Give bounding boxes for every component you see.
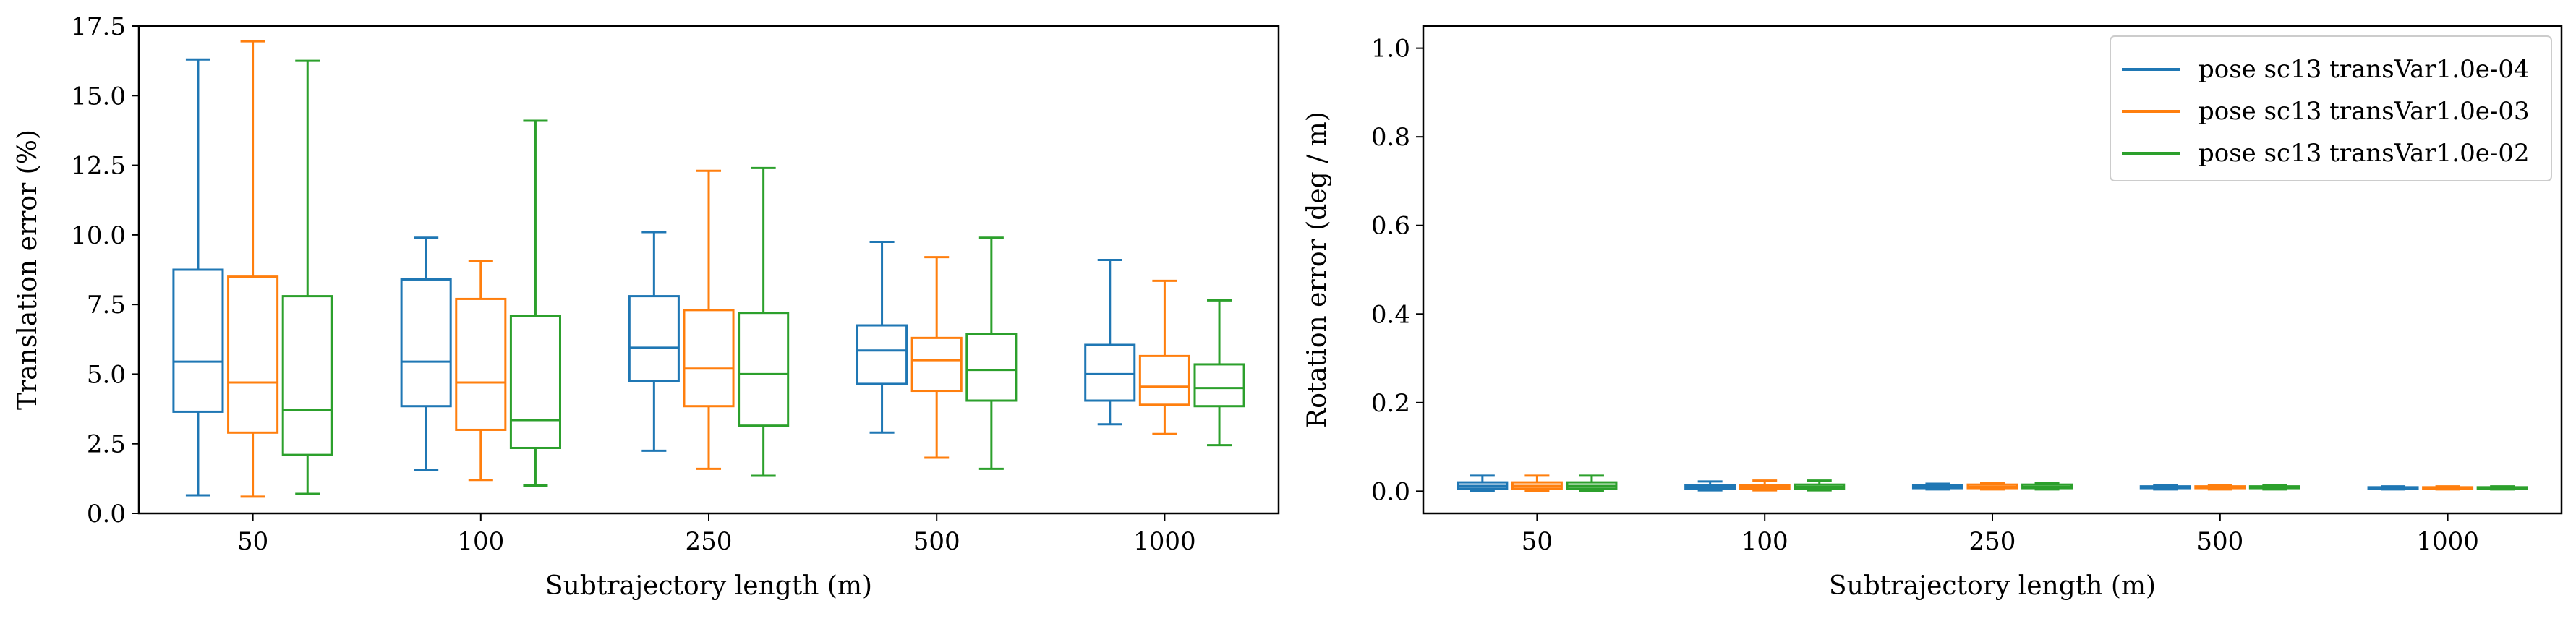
legend: pose sc13 transVar1.0e-04 pose sc13 trans… (2110, 35, 2552, 181)
box-100-series-1 (455, 260, 507, 482)
rotation-error-chart: 0.0 0.2 0.4 0.6 0.8 1.0 50 100 250 500 1000 Subtraj… (1302, 25, 2563, 601)
y-tick-label: 12.5 (71, 152, 126, 181)
x-tick-label: 50 (237, 527, 268, 556)
box-50-series-0 (1457, 474, 1509, 492)
translation-error-chart: 0.0 2.5 5.0 7.5 10.0 12.5 15.0 17.5 50 100 250 500 1… (13, 12, 1280, 601)
box-250-series-1 (683, 169, 735, 470)
legend-entry: pose sc13 transVar1.0e-03 (2198, 97, 2530, 126)
box-50-series-2 (281, 59, 333, 495)
y-tick-label: 0.0 (87, 500, 126, 529)
box-iqr (965, 333, 1018, 402)
y-tick-label: 5.0 (87, 360, 126, 389)
y-tick-label: 0.0 (1371, 477, 1410, 506)
box-250-series-2 (2021, 482, 2073, 491)
box-500-series-0 (2139, 484, 2191, 491)
box-50-series-0 (172, 58, 224, 497)
y-tick-label: 2.5 (87, 430, 126, 459)
box-iqr (1084, 343, 1136, 402)
x-tick-label: 1000 (2416, 527, 2479, 556)
y-tick-label: 0.6 (1371, 212, 1410, 241)
box-iqr (1193, 363, 1245, 408)
x-tick-label: 50 (1522, 527, 1553, 556)
box-100-series-0 (1684, 480, 1736, 492)
box-iqr (400, 278, 452, 408)
x-tick-label: 250 (686, 527, 733, 556)
x-tick-label: 250 (1969, 527, 2016, 556)
box-100-series-2 (1794, 479, 1846, 492)
box-500-series-1 (910, 256, 963, 459)
box-250-series-2 (738, 166, 790, 477)
y-tick-label: 0.2 (1371, 389, 1410, 418)
box-iqr (738, 312, 790, 427)
box-iqr (856, 324, 908, 385)
box-250-series-0 (628, 231, 680, 452)
box-1000-series-2 (2476, 485, 2528, 491)
box-1000-series-0 (1084, 259, 1136, 426)
legend-entry: pose sc13 transVar1.0e-02 (2198, 139, 2530, 168)
box-500-series-2 (2248, 484, 2300, 491)
box-100-series-1 (1739, 479, 1791, 492)
y-tick-label: 1.0 (1371, 35, 1410, 64)
box-1000-series-1 (2422, 485, 2474, 491)
box-50-series-2 (1566, 474, 1618, 492)
box-100-series-2 (509, 119, 561, 487)
y-tick-label: 0.4 (1371, 300, 1410, 329)
x-tick-label: 100 (1741, 527, 1788, 556)
y-tick-label: 0.8 (1371, 123, 1410, 152)
y-tick-label: 15.0 (71, 82, 126, 111)
box-iqr (509, 315, 561, 449)
box-iqr (910, 336, 963, 393)
legend-entry: pose sc13 transVar1.0e-04 (2198, 55, 2530, 84)
y-tick-label: 10.0 (71, 221, 126, 250)
box-iqr (683, 309, 735, 408)
box-100-series-0 (400, 236, 452, 471)
x-tick-label: 500 (2196, 527, 2243, 556)
y-tick-label: 7.5 (87, 291, 126, 320)
box-iqr (1138, 354, 1190, 406)
box-500-series-2 (965, 236, 1018, 470)
box-1000-series-2 (1193, 299, 1245, 447)
legend-frame (2110, 35, 2552, 181)
box-50-series-1 (1511, 474, 1563, 492)
y-tick-label: 17.5 (71, 12, 126, 41)
box-iqr (172, 268, 224, 413)
y-axis-label: Translation error (%) (13, 129, 43, 410)
box-iqr (227, 275, 279, 434)
box-500-series-0 (856, 240, 908, 434)
x-tick-label: 100 (457, 527, 504, 556)
box-50-series-1 (227, 40, 279, 498)
box-iqr (628, 295, 680, 382)
box-1000-series-1 (1138, 279, 1190, 435)
y-axis-label: Rotation error (deg / m) (1302, 111, 1332, 428)
x-tick-label: 1000 (1133, 527, 1196, 556)
box-500-series-1 (2194, 484, 2246, 491)
x-axis-label: Subtrajectory length (m) (1829, 571, 2156, 601)
x-axis-label: Subtrajectory length (m) (545, 571, 872, 601)
x-tick-label: 500 (913, 527, 960, 556)
box-iqr (455, 297, 507, 431)
box-1000-series-0 (2367, 485, 2419, 491)
box-250-series-0 (1911, 482, 1963, 491)
box-iqr (281, 295, 333, 456)
box-250-series-1 (1966, 482, 2018, 491)
